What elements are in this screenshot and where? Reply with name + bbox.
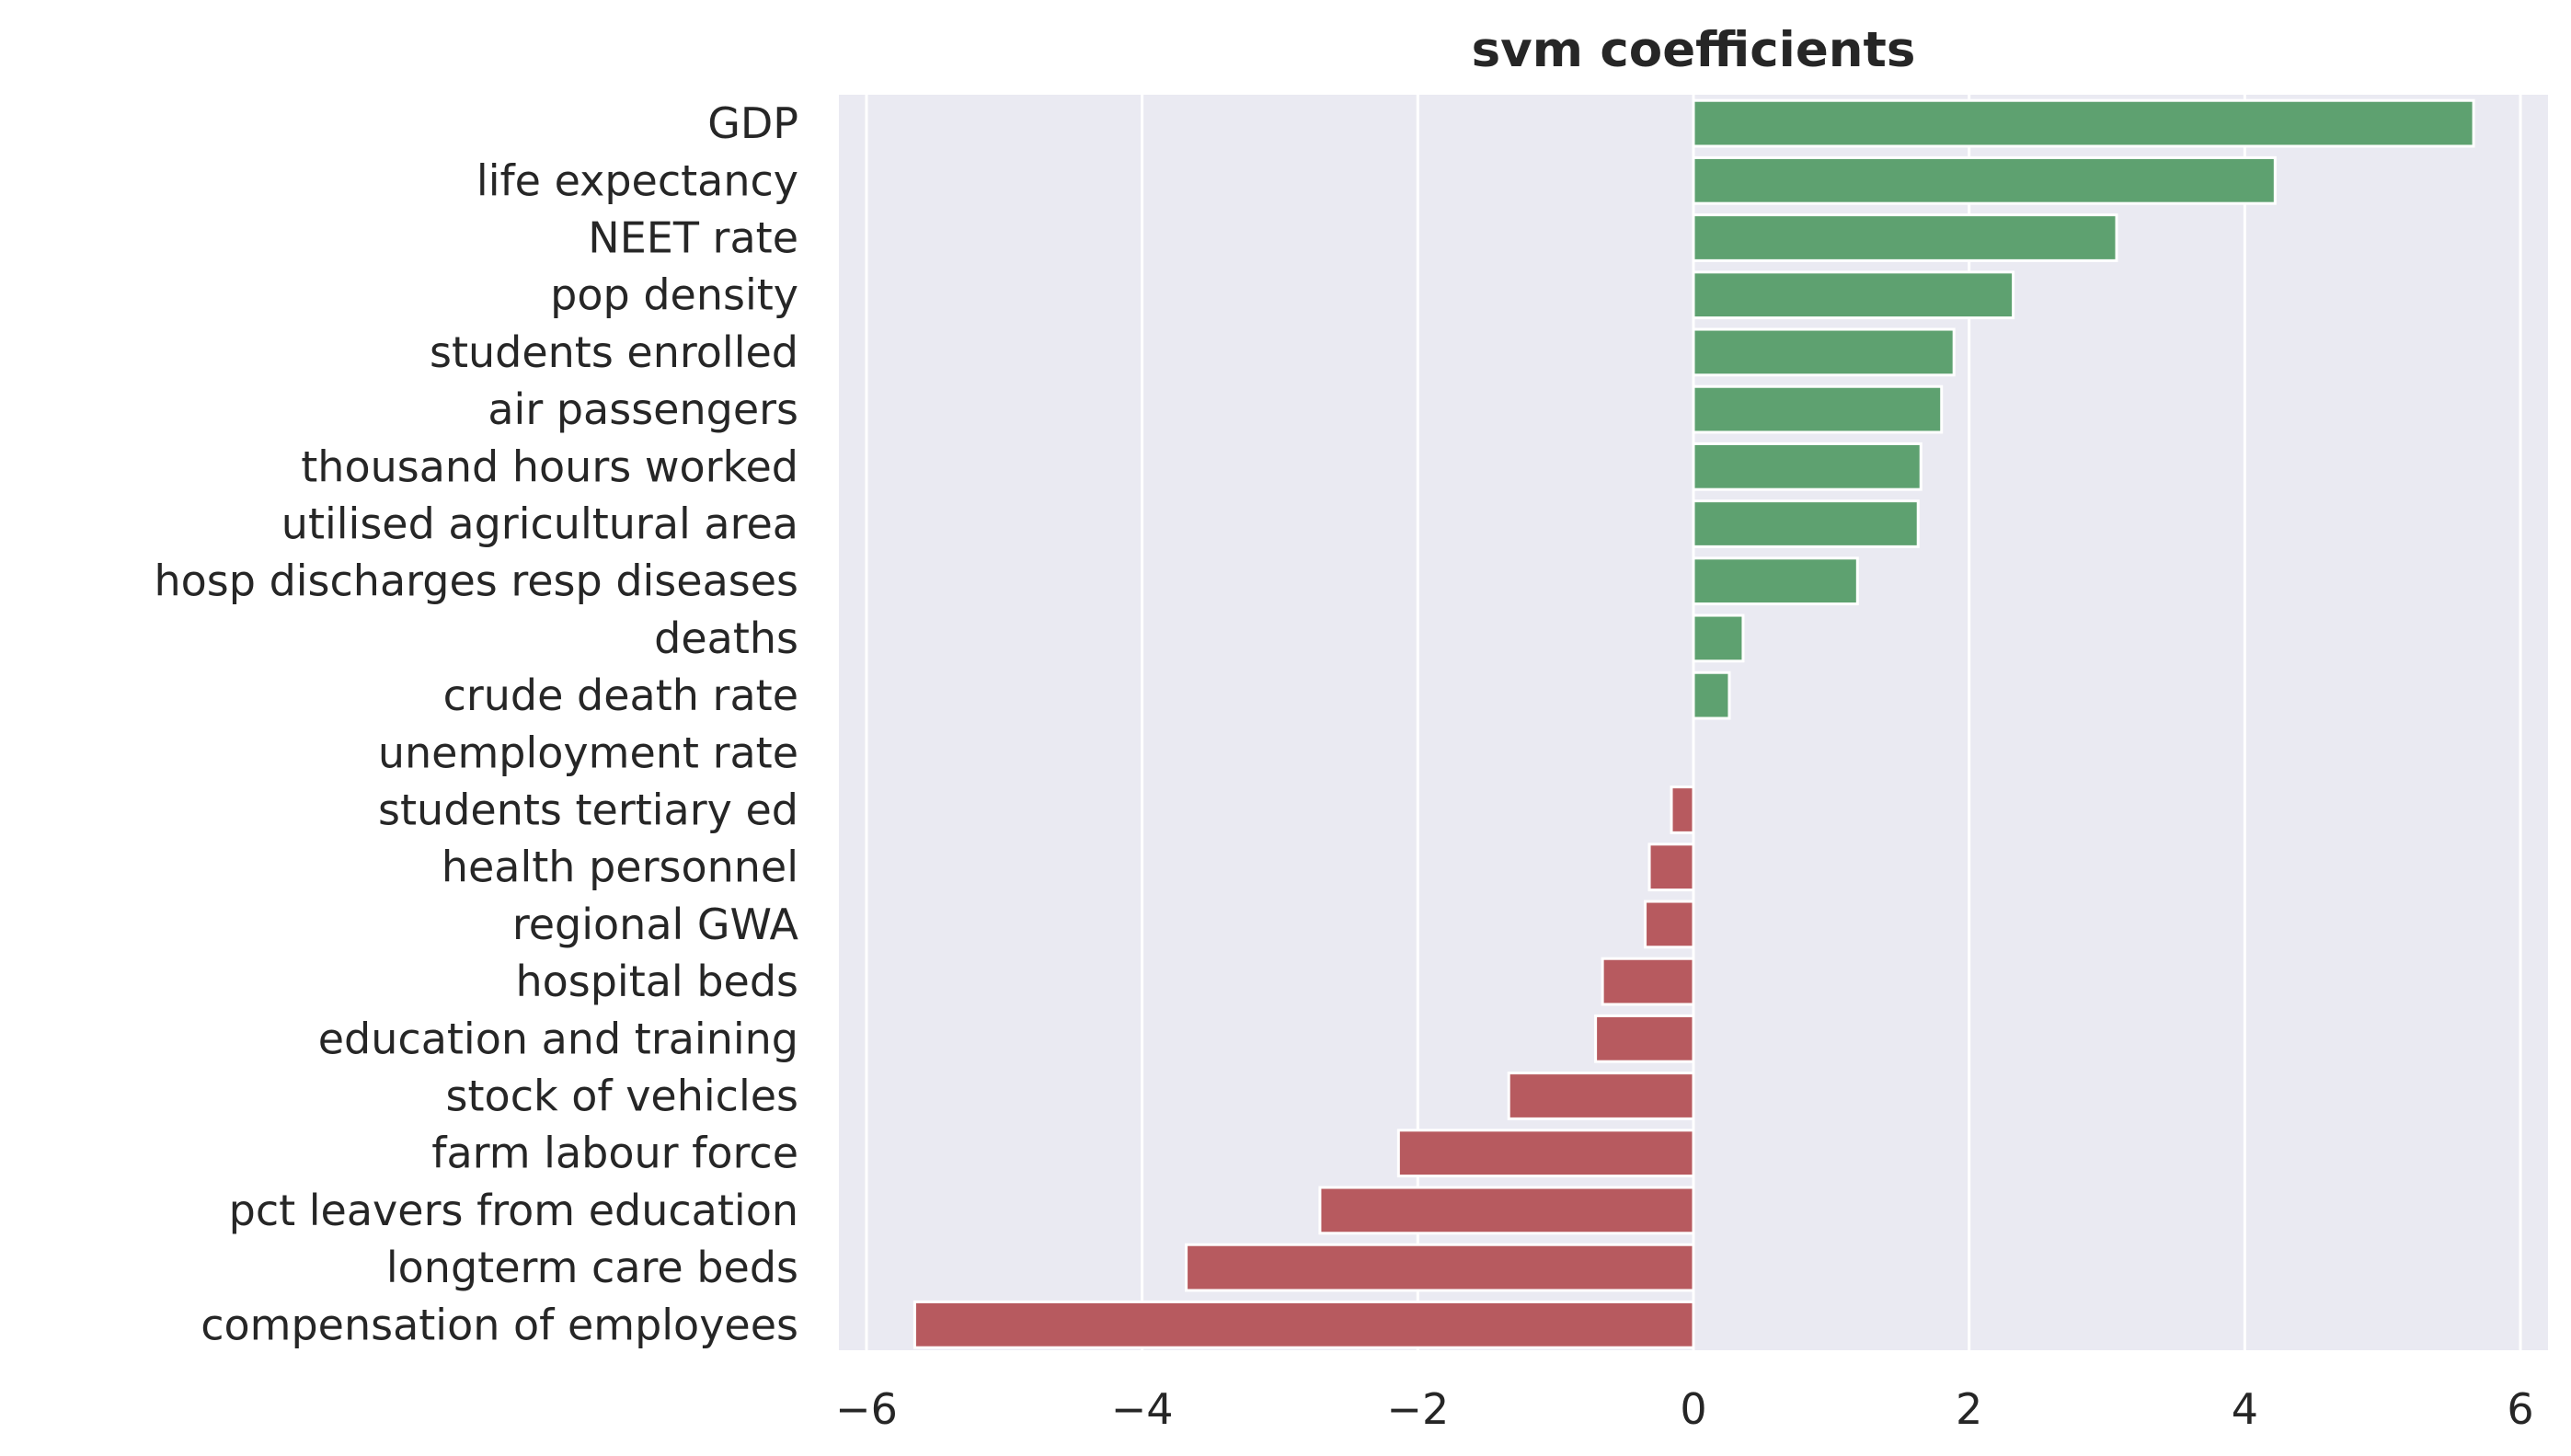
category-label: crude death rate: [443, 671, 798, 720]
category-label: health personnel: [442, 843, 798, 892]
bar: [912, 1300, 1695, 1349]
bar: [1644, 900, 1695, 949]
bar: [1692, 613, 1745, 663]
bar: [1692, 270, 2015, 320]
bars: [912, 98, 2475, 1349]
category-label: air passengers: [488, 384, 798, 434]
bar: [1692, 327, 1956, 377]
bar: [1692, 441, 1923, 491]
bar: [1318, 1186, 1695, 1235]
category-label: life expectancy: [476, 155, 798, 205]
bar: [1185, 1243, 1695, 1292]
x-tick-label: −6: [835, 1384, 898, 1434]
bar: [1692, 213, 2118, 262]
category-label: hospital beds: [515, 957, 798, 1006]
category-label: pct leavers from education: [229, 1186, 798, 1235]
category-label: hosp discharges resp diseases: [154, 556, 798, 606]
bar: [1692, 98, 2475, 148]
x-tick-label: 4: [2232, 1384, 2258, 1434]
bar: [1601, 957, 1695, 1006]
x-tick-label: 0: [1680, 1384, 1706, 1434]
category-label: education and training: [318, 1014, 798, 1063]
category-label: regional GWA: [512, 900, 799, 949]
category-label: compensation of employees: [201, 1300, 798, 1349]
bar: [1692, 556, 1859, 606]
category-label: students tertiary ed: [378, 785, 798, 835]
bar: [1692, 671, 1731, 720]
bar: [1692, 499, 1920, 548]
category-labels: GDP life expectancy NEET rate pop density st…: [154, 98, 798, 1349]
category-label: unemployment rate: [378, 728, 798, 777]
category-label: deaths: [654, 613, 798, 663]
bar: [1396, 1129, 1695, 1178]
category-label: utilised agricultural area: [281, 499, 798, 549]
category-label: NEET rate: [588, 213, 798, 263]
x-tick-label: 2: [1956, 1384, 1982, 1434]
category-label: students enrolled: [430, 327, 798, 377]
category-label: GDP: [707, 98, 798, 148]
chart-title: svm coefficients: [1472, 22, 1916, 78]
bar: [1647, 843, 1695, 892]
category-label: farm labour force: [431, 1129, 798, 1178]
bar: [1507, 1072, 1695, 1120]
category-label: thousand hours worked: [301, 441, 798, 491]
x-tick-label: −2: [1386, 1384, 1449, 1434]
bar: [1670, 785, 1695, 834]
category-label: longterm care beds: [386, 1243, 798, 1292]
x-tick-label: −4: [1111, 1384, 1174, 1434]
bar: [1692, 384, 1944, 434]
category-label: stock of vehicles: [446, 1072, 798, 1121]
x-tick-labels: −6 −4 −2 0 2 4 6: [835, 1384, 2534, 1434]
bar: [1594, 1014, 1695, 1063]
bar: [1692, 155, 2277, 205]
category-label: pop density: [550, 270, 798, 320]
x-tick-label: 6: [2507, 1384, 2533, 1434]
